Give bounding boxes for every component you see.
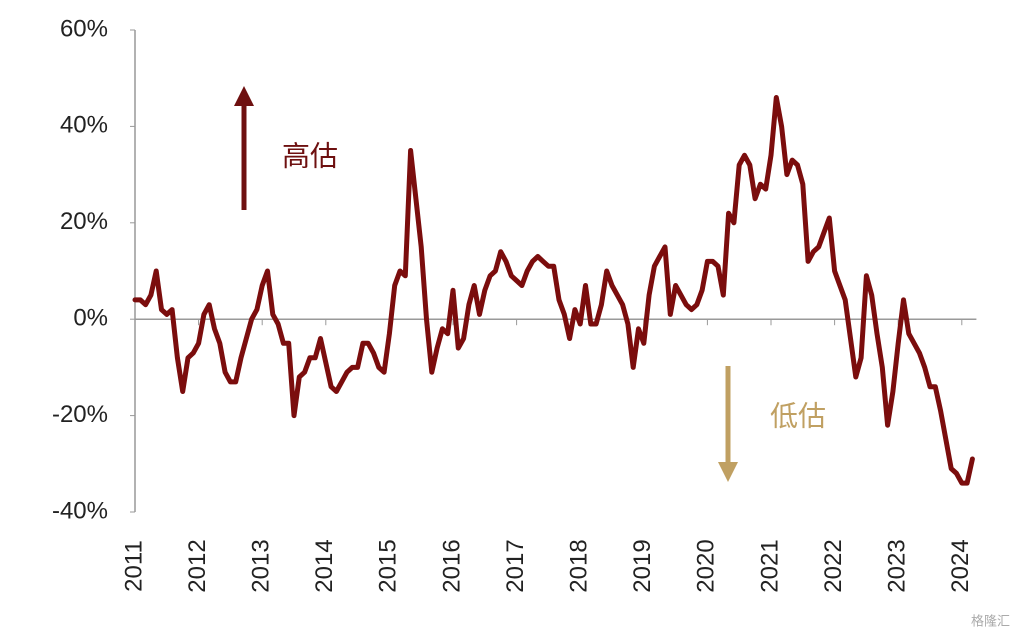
x-tick-label: 2014	[311, 539, 338, 592]
y-tick-label: 20%	[60, 208, 108, 235]
x-tick-label: 2022	[820, 539, 847, 592]
annotation-high: 高估	[282, 140, 338, 171]
annotation-low: 低估	[770, 400, 826, 431]
x-tick-label: 2023	[884, 539, 911, 592]
y-tick-label: 40%	[60, 112, 108, 139]
x-tick-label: 2016	[438, 539, 465, 592]
y-tick-label: 60%	[60, 15, 108, 42]
x-tick-label: 2020	[693, 539, 720, 592]
y-tick-label: 0%	[73, 305, 108, 332]
x-tick-label: 2011	[120, 540, 147, 592]
x-tick-label: 2012	[184, 539, 211, 592]
x-tick-label: 2017	[502, 539, 529, 592]
watermark: 格隆汇	[971, 613, 1010, 628]
y-tick-label: -20%	[52, 401, 108, 428]
y-tick-label: -40%	[52, 497, 108, 524]
x-tick-label: 2013	[248, 539, 275, 592]
x-tick-label: 2019	[629, 539, 656, 592]
x-tick-label: 2018	[566, 539, 593, 592]
arrow-up	[234, 86, 254, 210]
x-tick-label: 2024	[947, 539, 974, 592]
arrow-down	[718, 366, 738, 482]
x-tick-label: 2021	[756, 539, 783, 592]
line-series	[132, 95, 975, 486]
x-tick-label: 2015	[375, 539, 402, 592]
